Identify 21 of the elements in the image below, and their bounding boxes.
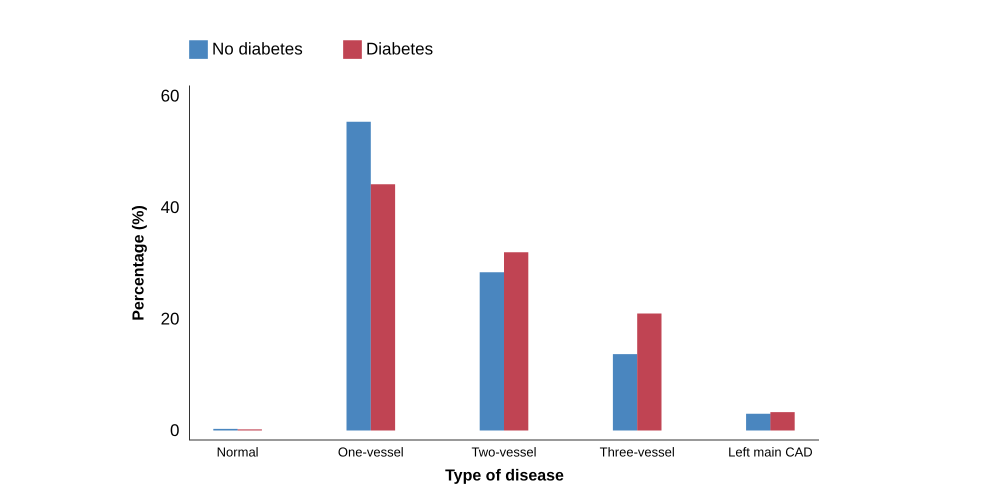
y-axis-title: Percentage (%) (130, 205, 148, 321)
bar (480, 272, 504, 431)
x-axis-title: Type of disease (445, 468, 564, 484)
x-tick-label: Two-vessel (471, 444, 537, 460)
bar (370, 184, 396, 431)
bar (746, 414, 770, 431)
legend-label: Diabetes (366, 40, 434, 59)
y-tick-label: 0 (170, 421, 180, 440)
x-tick-label: Left main CAD (728, 444, 813, 460)
y-tick-label: 60 (160, 86, 180, 106)
x-tick-label: Normal (216, 444, 259, 460)
bar (770, 412, 795, 431)
y-tick-label: 40 (160, 198, 180, 218)
bar (612, 354, 638, 431)
bar (504, 252, 528, 431)
legend-label: No diabetes (212, 40, 303, 59)
y-tick-label: 20 (160, 310, 180, 329)
bar (346, 122, 371, 431)
x-tick-label: One-vessel (338, 444, 404, 460)
x-tick-label: Three-vessel (600, 444, 675, 460)
bar (637, 313, 662, 431)
